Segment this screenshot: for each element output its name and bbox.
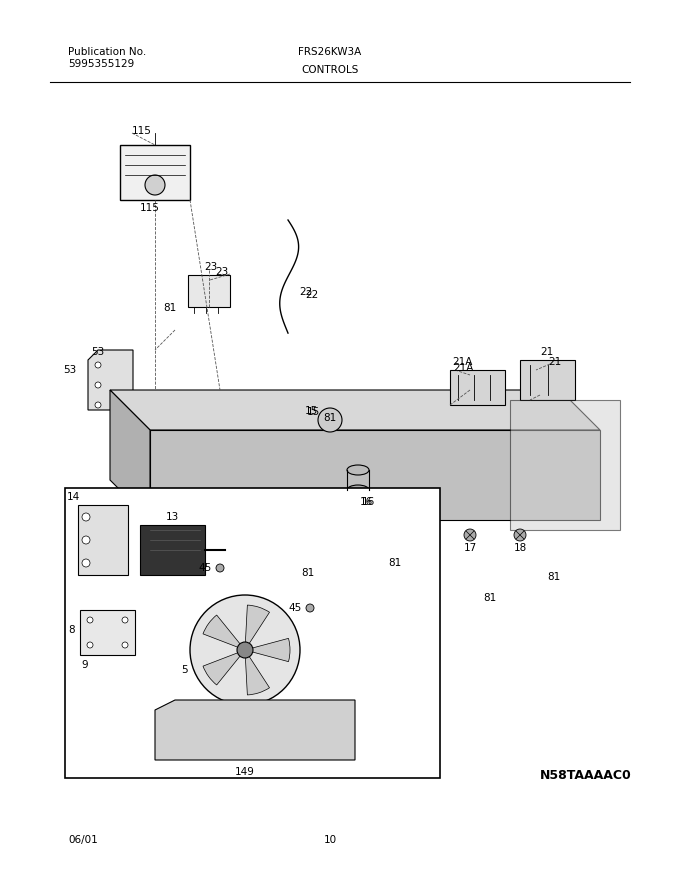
Text: 149: 149 [235,767,255,777]
Bar [80,610,135,655]
Bar [78,505,128,575]
Polygon shape [110,390,600,430]
Text: 17: 17 [463,543,477,553]
Text: 81: 81 [163,303,177,313]
Text: 9: 9 [82,660,88,670]
Text: 81: 81 [388,558,402,568]
Text: 22: 22 [305,290,318,300]
Text: 81: 81 [547,572,560,582]
Circle shape [237,642,253,658]
Text: 21: 21 [548,357,561,367]
Polygon shape [150,430,600,520]
Circle shape [122,617,128,623]
Circle shape [464,529,476,541]
Wedge shape [245,638,290,662]
Text: 23: 23 [205,262,218,272]
Text: 15: 15 [307,407,320,417]
Text: CONTROLS: CONTROLS [301,65,358,75]
Text: 53: 53 [63,365,76,375]
Bar [120,145,190,200]
Text: 21: 21 [541,347,554,357]
Text: 22: 22 [299,287,312,297]
Text: 115: 115 [132,126,152,136]
Circle shape [95,382,101,388]
Polygon shape [510,400,620,530]
Text: 21A: 21A [453,363,473,373]
Wedge shape [203,615,245,650]
Text: 81: 81 [301,568,315,578]
Text: 8: 8 [69,625,75,635]
Circle shape [95,402,101,408]
Circle shape [514,529,526,541]
Text: 5: 5 [182,665,188,675]
Text: 45: 45 [288,603,302,613]
Bar [140,525,205,575]
Polygon shape [155,700,355,760]
Text: N58TAAAAC0: N58TAAAAC0 [540,768,632,781]
Circle shape [82,536,90,544]
Text: 10: 10 [324,835,337,845]
Bar [188,275,230,307]
Circle shape [95,362,101,368]
Text: 23: 23 [215,267,228,277]
Circle shape [216,564,224,572]
Bar [450,370,505,405]
Text: 13: 13 [165,512,179,522]
Ellipse shape [347,485,369,495]
Bar [65,488,440,778]
Text: FRS26KW3A: FRS26KW3A [299,47,362,57]
Text: 45: 45 [199,563,211,573]
Text: 81: 81 [483,593,496,603]
Circle shape [87,617,93,623]
Text: 21A: 21A [452,357,472,367]
Text: 5995355129: 5995355129 [68,59,134,69]
Circle shape [145,175,165,195]
Text: 16: 16 [360,497,373,507]
Circle shape [190,595,300,705]
Circle shape [306,604,314,612]
Text: 53: 53 [90,347,104,357]
Text: 81: 81 [324,413,337,423]
Circle shape [318,408,342,432]
Circle shape [82,513,90,521]
Polygon shape [88,350,133,410]
Circle shape [122,642,128,648]
Text: Publication No.: Publication No. [68,47,146,57]
Circle shape [82,559,90,567]
Circle shape [87,642,93,648]
Text: 16: 16 [362,497,375,507]
Wedge shape [203,650,245,685]
Wedge shape [245,650,269,695]
Polygon shape [110,390,150,520]
Ellipse shape [347,465,369,475]
Text: 18: 18 [513,543,526,553]
Text: 14: 14 [67,492,80,502]
Bar [520,360,575,400]
Text: 06/01: 06/01 [68,835,98,845]
Text: 115: 115 [140,203,160,213]
Wedge shape [245,605,269,650]
Text: 15: 15 [305,406,318,416]
